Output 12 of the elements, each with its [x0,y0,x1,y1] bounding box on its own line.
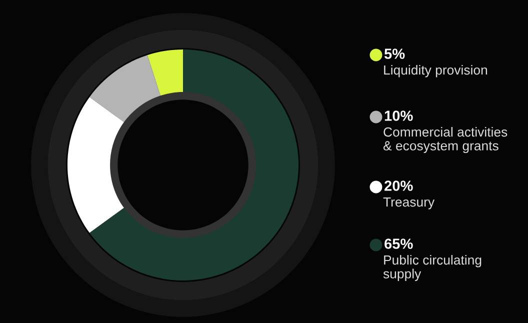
donut-slice [90,49,299,281]
donut-slice [90,55,160,122]
data-label: 20% [384,180,413,191]
legend-label: Public circulating supply [383,255,482,282]
legend-label: Treasury [383,197,435,210]
legend-label: Commercial activities & ecosystem grants [383,127,508,154]
data-label: 5% [384,48,405,59]
data-label: 10% [384,110,413,121]
donut-slice [147,49,183,96]
donut-slice [67,97,124,233]
data-label: 65% [384,238,413,249]
legend-label: Liquidity provision [384,65,488,78]
